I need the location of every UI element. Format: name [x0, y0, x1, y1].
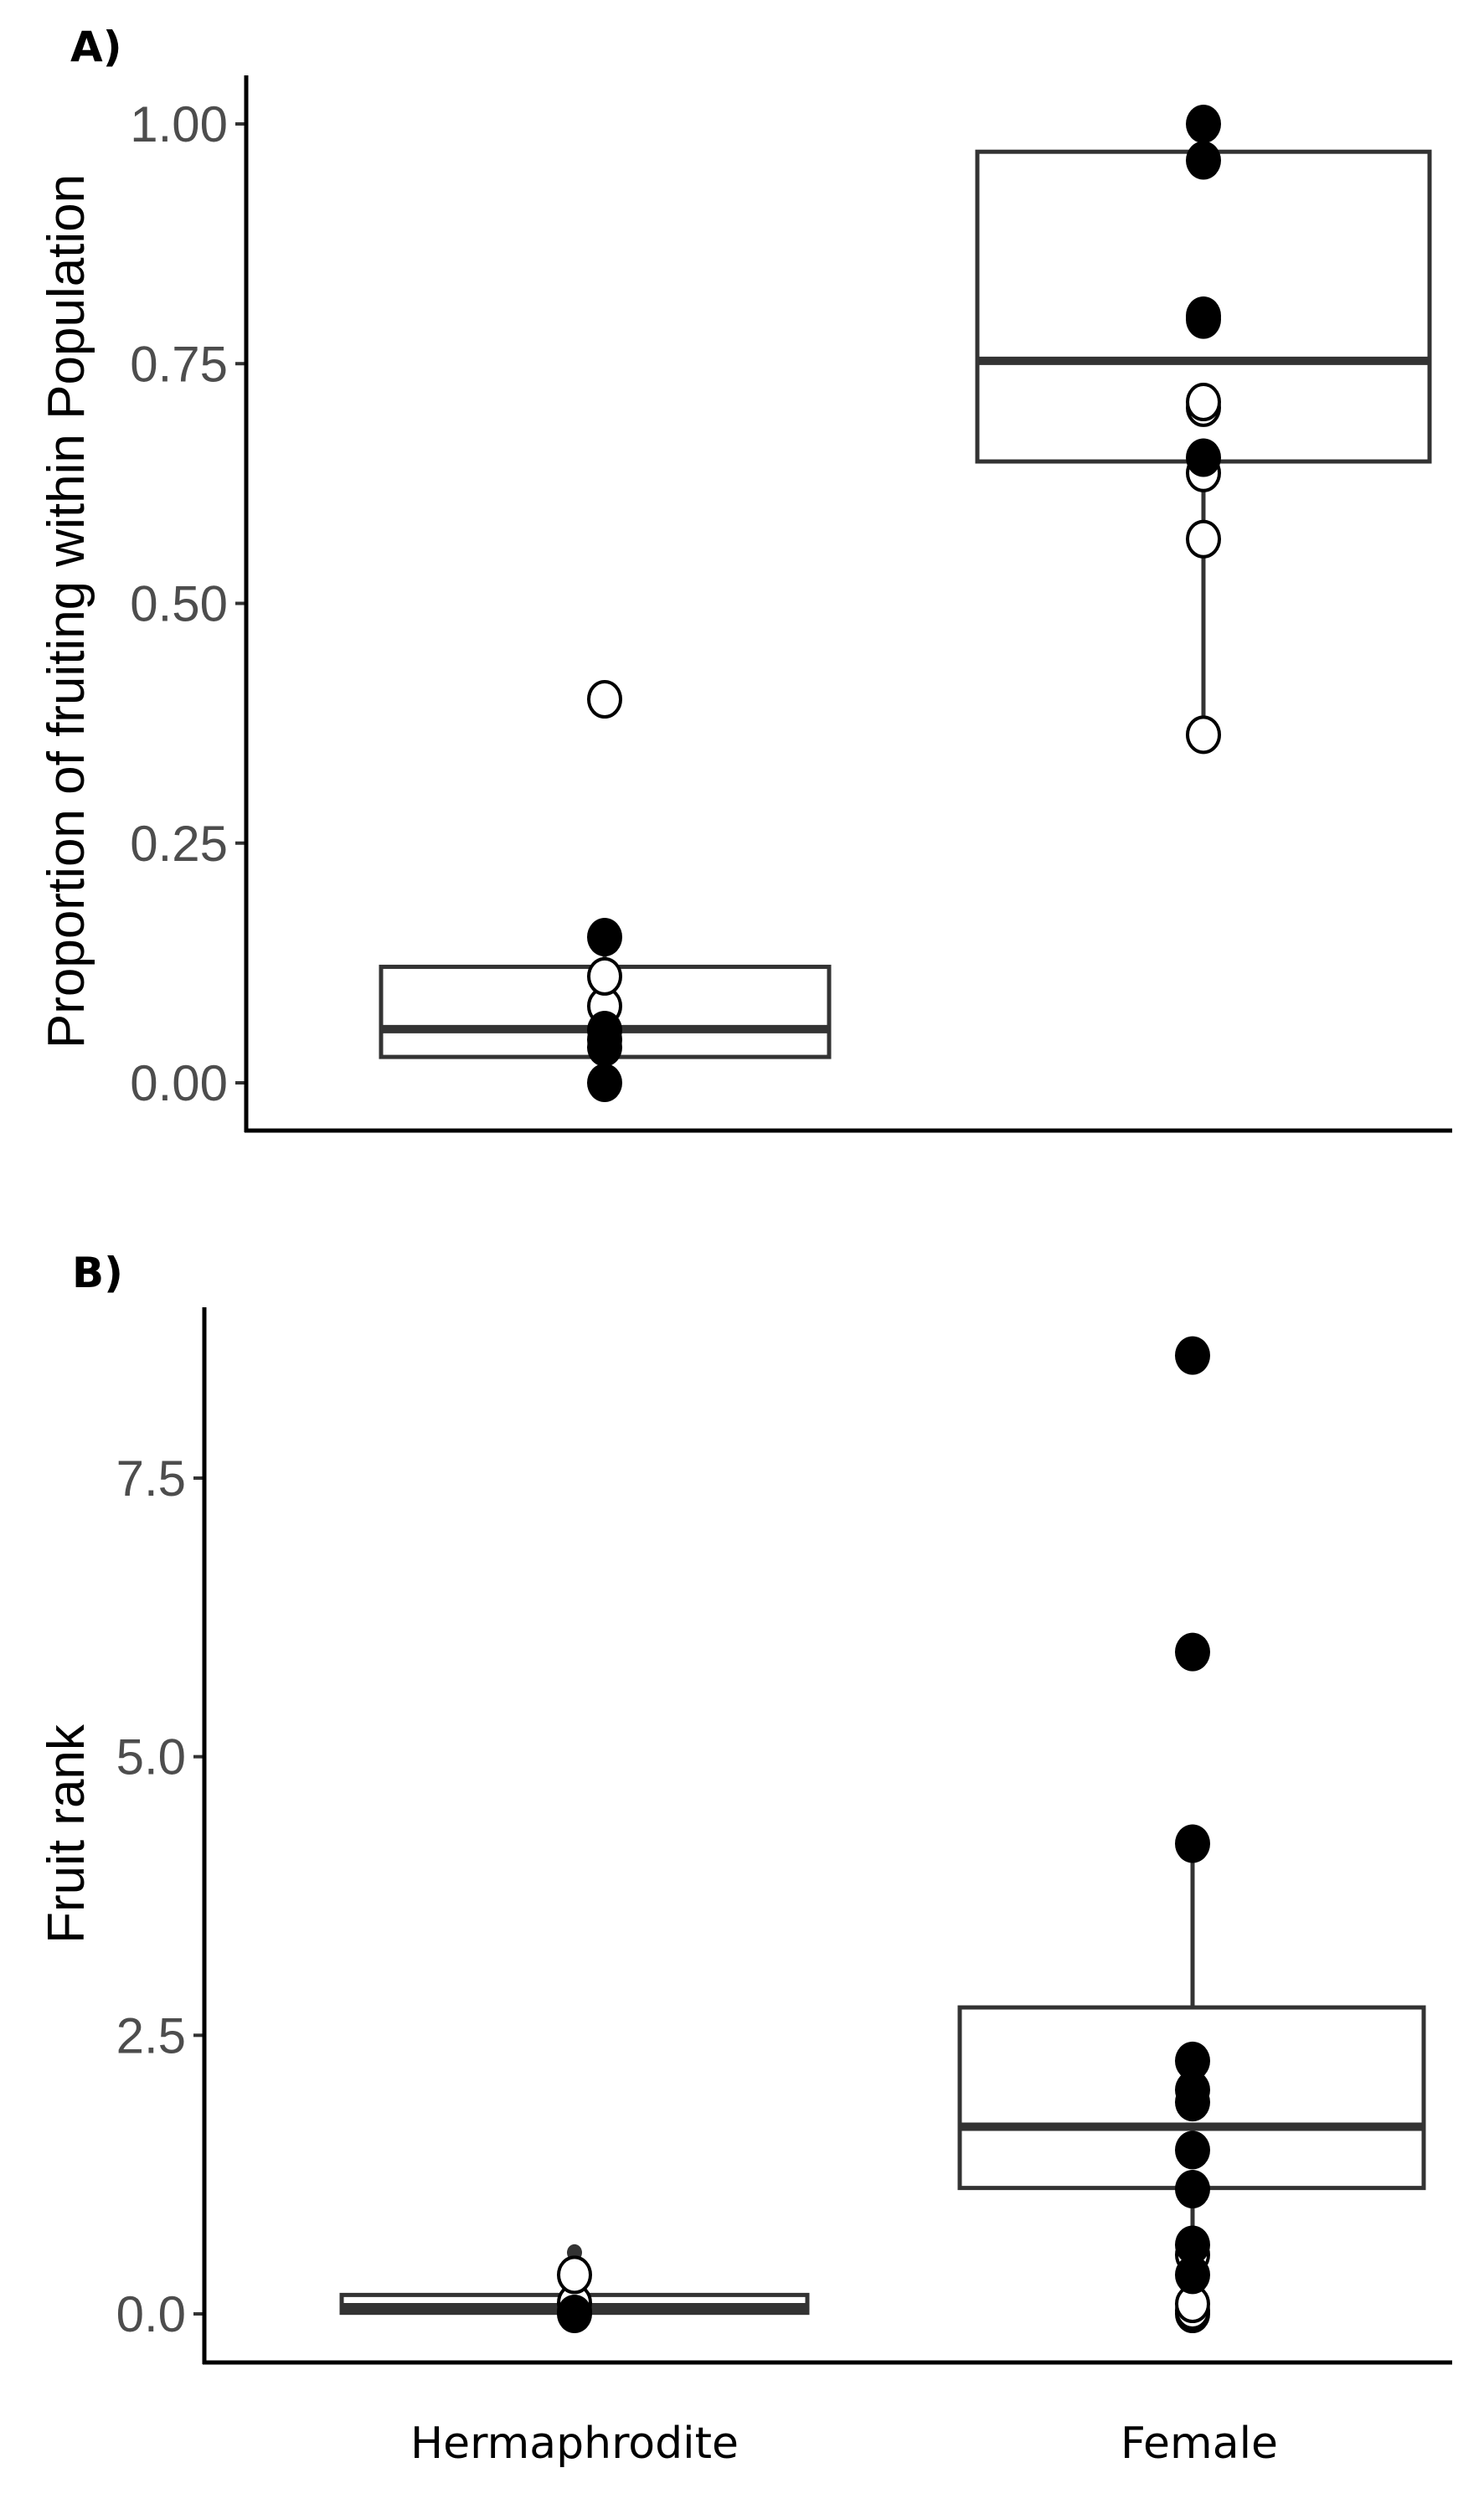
panel-b-plot-area	[339, 1336, 1426, 2333]
boxplot-female	[975, 105, 1432, 755]
panel-b-y-ticks: 0.0 2.5 5.0 7.5	[116, 1450, 204, 2342]
open-point	[557, 2255, 592, 2295]
filled-point	[1175, 1824, 1210, 1863]
y-tick-label: 0.0	[116, 2286, 186, 2342]
x-category-female: Female	[1121, 2419, 1278, 2469]
filled-point	[1175, 2225, 1210, 2264]
filled-point	[1186, 438, 1221, 477]
open-point	[587, 680, 622, 719]
panel-a-plot-area	[379, 105, 1432, 1102]
filled-point	[1175, 2070, 1210, 2110]
panel-b-label: B)	[72, 1249, 123, 1297]
filled-point	[1175, 1336, 1210, 1375]
y-tick-label: 0.50	[130, 576, 228, 632]
filled-point	[1175, 2041, 1210, 2080]
jitter-points	[587, 680, 622, 1102]
open-point	[587, 956, 622, 996]
y-tick-label: 2.5	[116, 2007, 186, 2063]
boxplot-hermaphrodite	[339, 2244, 810, 2333]
filled-point	[587, 1011, 622, 1050]
open-point	[1186, 715, 1221, 755]
open-point	[1186, 519, 1221, 559]
filled-point	[1186, 105, 1221, 143]
boxplot-female	[957, 1336, 1426, 2333]
filled-point	[1175, 2255, 1210, 2295]
panel-a-label: A)	[70, 23, 122, 71]
filled-point	[1175, 1632, 1210, 1672]
y-tick-label: 0.25	[130, 816, 228, 872]
y-tick-label: 5.0	[116, 1729, 186, 1785]
y-tick-label: 7.5	[116, 1450, 186, 1507]
panel-b-y-axis-title: Fruit rank	[38, 1723, 95, 1944]
panel-b: B) Fruit rank 0.0 2.5 5.0 7.5	[38, 1249, 1452, 2365]
boxplot-hermaphrodite	[379, 680, 832, 1102]
jitter-points	[1186, 105, 1221, 755]
filled-point	[557, 2295, 592, 2333]
open-point	[1186, 383, 1221, 422]
y-tick-label: 0.75	[130, 336, 228, 392]
filled-point	[1186, 296, 1221, 335]
filled-point	[587, 1064, 622, 1102]
y-tick-label: 1.00	[130, 96, 228, 152]
filled-point	[1175, 2169, 1210, 2208]
panel-a-y-ticks: 0.00 0.25 0.50 0.75 1.00	[130, 96, 246, 1111]
filled-point	[1175, 2130, 1210, 2170]
y-tick-label: 0.00	[130, 1055, 228, 1111]
panel-a-y-axis-title: Proportion of fruiting within Population	[38, 174, 95, 1048]
filled-point	[1186, 141, 1221, 180]
jitter-points	[557, 2255, 592, 2333]
panel-a: A) Proportion of fruiting within Populat…	[38, 23, 1452, 1133]
x-category-hermaphrodite: Hermaphrodite	[410, 2419, 739, 2469]
jitter-points	[1175, 1336, 1210, 2333]
filled-point	[587, 917, 622, 956]
